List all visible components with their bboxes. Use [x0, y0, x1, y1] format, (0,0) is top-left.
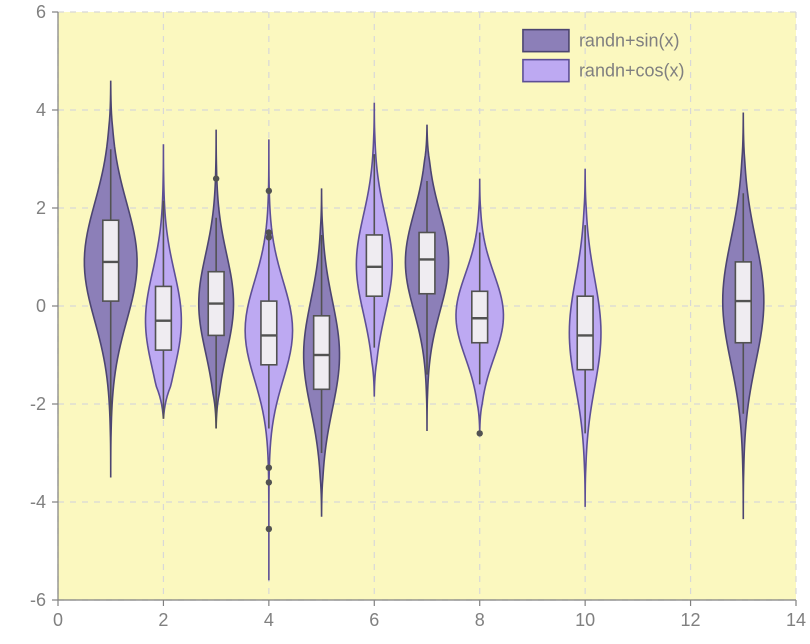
box — [314, 316, 330, 390]
box — [156, 286, 172, 350]
box — [577, 296, 593, 370]
x-tick-label: 8 — [475, 610, 485, 630]
x-tick-label: 2 — [158, 610, 168, 630]
legend-label: randn+sin(x) — [579, 31, 680, 51]
legend-label: randn+cos(x) — [579, 61, 685, 81]
x-tick-label: 4 — [264, 610, 274, 630]
x-tick-label: 10 — [575, 610, 595, 630]
x-tick-label: 0 — [53, 610, 63, 630]
y-tick-label: 4 — [36, 100, 46, 120]
x-tick-label: 12 — [681, 610, 701, 630]
box — [472, 291, 488, 342]
x-tick-label: 14 — [786, 610, 806, 630]
legend-swatch — [523, 30, 569, 52]
outlier — [266, 479, 272, 485]
legend-swatch — [523, 60, 569, 82]
box — [735, 262, 751, 343]
chart-svg: 0 2 4 6 8 10 12 14 -6 -4 -2 0 2 4 6 randn+sin(x) randn+c… — [0, 0, 810, 644]
outlier — [477, 430, 483, 436]
y-tick-label: 6 — [36, 2, 46, 22]
x-tick-label: 6 — [369, 610, 379, 630]
outlier — [266, 526, 272, 532]
violin-chart: 0 2 4 6 8 10 12 14 -6 -4 -2 0 2 4 6 randn+sin(x) randn+c… — [0, 0, 810, 644]
y-tick-label: -4 — [30, 492, 46, 512]
box — [261, 301, 277, 365]
outlier — [213, 175, 219, 181]
box — [103, 220, 119, 301]
box — [366, 235, 382, 296]
y-tick-label: -2 — [30, 394, 46, 414]
outlier — [266, 234, 272, 240]
y-tick-label: 0 — [36, 296, 46, 316]
y-tick-label: 2 — [36, 198, 46, 218]
outlier — [266, 188, 272, 194]
box — [419, 233, 435, 294]
y-tick-label: -6 — [30, 590, 46, 610]
outlier — [266, 465, 272, 471]
